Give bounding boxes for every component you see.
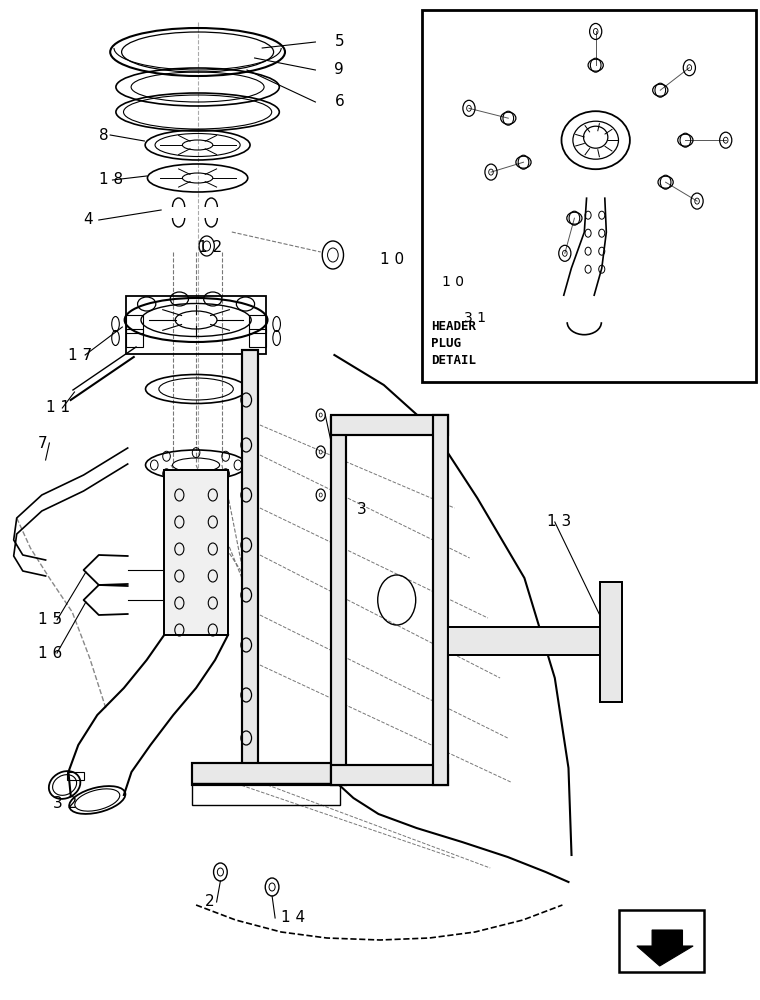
Bar xyxy=(600,582,622,702)
Text: 6: 6 xyxy=(334,95,344,109)
Bar xyxy=(600,582,622,702)
Bar xyxy=(192,763,340,785)
Text: 1 7: 1 7 xyxy=(68,348,93,362)
Bar xyxy=(331,415,448,435)
Text: 1 0: 1 0 xyxy=(442,275,464,289)
Bar xyxy=(192,763,340,785)
Bar xyxy=(164,470,228,635)
Bar xyxy=(619,910,704,972)
Bar xyxy=(67,772,84,780)
Text: 4: 4 xyxy=(84,213,93,228)
Text: 1 5: 1 5 xyxy=(38,612,62,628)
Bar xyxy=(192,783,340,805)
Bar xyxy=(331,417,346,785)
Text: 8: 8 xyxy=(99,127,109,142)
Bar xyxy=(331,417,346,785)
Bar xyxy=(242,350,258,782)
Text: 1 4: 1 4 xyxy=(281,910,306,926)
Text: 1 3: 1 3 xyxy=(547,514,572,530)
Text: 1 1: 1 1 xyxy=(46,400,70,416)
Text: 1 6: 1 6 xyxy=(38,646,62,660)
Bar xyxy=(448,627,612,655)
Bar xyxy=(126,315,143,333)
Bar xyxy=(164,470,228,635)
Bar xyxy=(331,415,448,435)
Bar xyxy=(433,415,448,785)
Text: 3: 3 xyxy=(357,502,367,518)
Text: 1 2: 1 2 xyxy=(198,240,222,255)
Text: 5: 5 xyxy=(334,34,344,49)
Text: HEADER
PLUG
DETAIL: HEADER PLUG DETAIL xyxy=(431,320,476,367)
Text: 9: 9 xyxy=(334,62,344,78)
Bar xyxy=(433,415,448,785)
Bar xyxy=(242,350,258,782)
Bar xyxy=(126,296,266,354)
Bar xyxy=(422,10,756,382)
Text: 1 0: 1 0 xyxy=(380,252,404,267)
Bar xyxy=(249,329,266,347)
Text: 2: 2 xyxy=(205,894,215,910)
Text: 7: 7 xyxy=(38,436,48,450)
Bar xyxy=(331,765,448,785)
Bar xyxy=(249,315,266,333)
Bar xyxy=(448,627,612,655)
Text: 3 2: 3 2 xyxy=(53,796,78,810)
Bar xyxy=(331,765,448,785)
Text: 1 8: 1 8 xyxy=(99,172,123,188)
Bar xyxy=(126,329,143,347)
Text: 3 1: 3 1 xyxy=(464,311,486,325)
Polygon shape xyxy=(637,930,693,966)
